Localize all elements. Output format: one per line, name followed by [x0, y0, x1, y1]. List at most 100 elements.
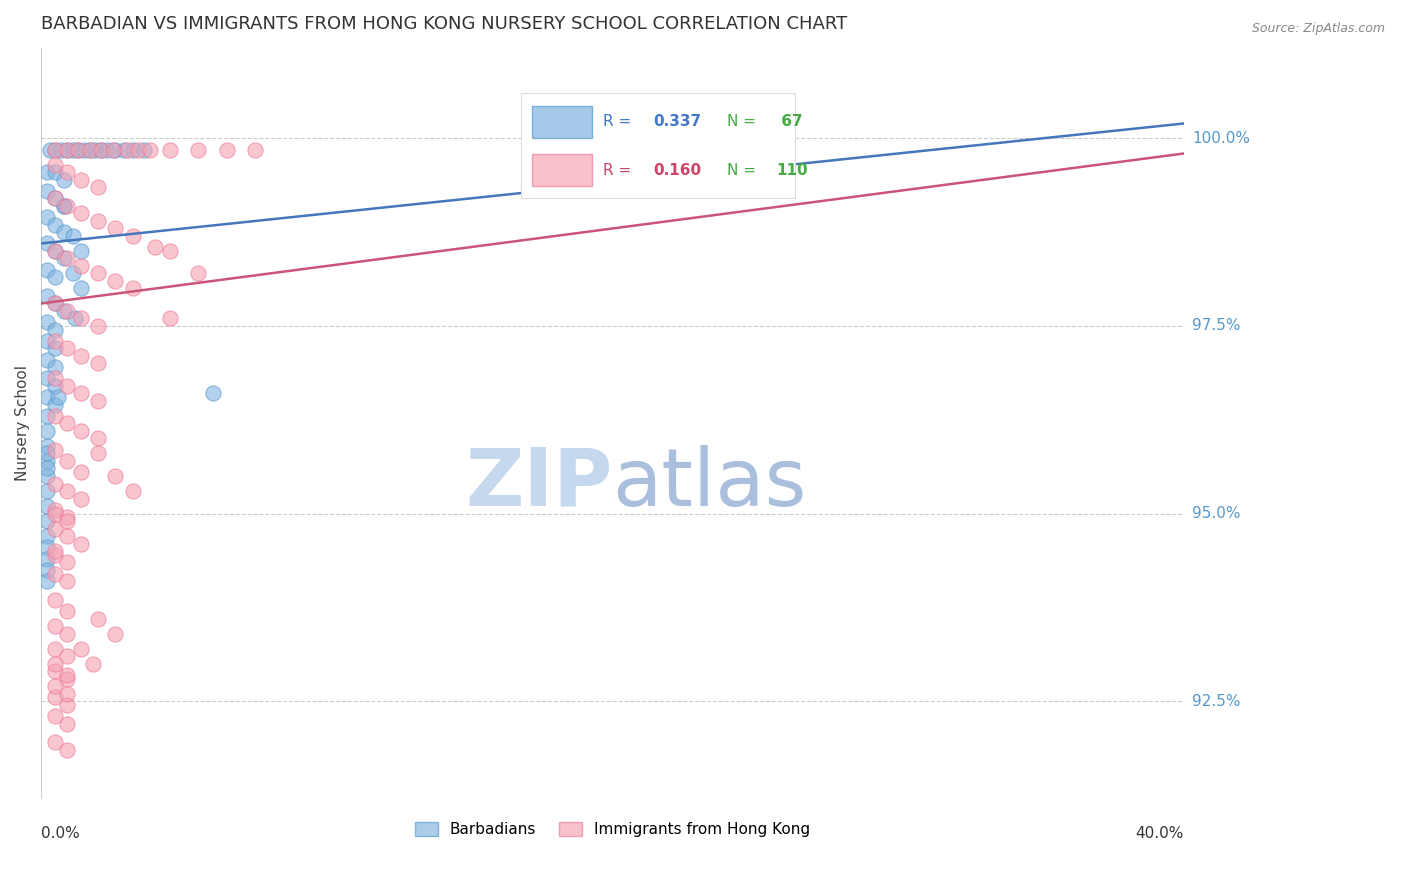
Point — [56, 604, 79, 618]
Point — [56, 483, 79, 498]
Point — [56, 529, 79, 543]
Point — [87, 611, 110, 625]
Point — [44, 158, 66, 172]
Point — [70, 259, 93, 273]
Point — [52, 252, 75, 266]
Point — [70, 386, 93, 401]
Point — [52, 304, 75, 318]
Point — [56, 143, 79, 157]
Point — [35, 371, 58, 385]
Point — [70, 311, 93, 326]
Point — [79, 143, 101, 157]
Point — [70, 641, 93, 656]
Point — [44, 502, 66, 516]
Point — [67, 143, 90, 157]
Point — [44, 342, 66, 356]
Point — [56, 667, 79, 681]
Point — [44, 709, 66, 723]
Point — [35, 446, 58, 460]
Point — [35, 454, 58, 468]
Point — [121, 483, 143, 498]
Point — [159, 311, 181, 326]
Point — [65, 311, 87, 326]
Point — [62, 143, 84, 157]
Point — [87, 356, 110, 370]
Point — [44, 143, 66, 157]
Point — [44, 270, 66, 285]
Y-axis label: Nursery School: Nursery School — [15, 366, 30, 482]
Text: 40.0%: 40.0% — [1136, 826, 1184, 841]
Point — [44, 143, 66, 157]
Point — [35, 529, 58, 543]
Point — [35, 499, 58, 513]
Point — [35, 424, 58, 438]
Point — [56, 165, 79, 179]
Point — [138, 143, 160, 157]
Point — [104, 143, 127, 157]
Point — [56, 698, 79, 712]
Point — [44, 657, 66, 671]
Point — [70, 244, 93, 258]
Point — [187, 143, 209, 157]
Text: Source: ZipAtlas.com: Source: ZipAtlas.com — [1251, 22, 1385, 36]
Text: 92.5%: 92.5% — [1192, 693, 1241, 708]
Point — [90, 143, 112, 157]
Point — [56, 648, 79, 663]
Point — [35, 236, 58, 251]
Point — [44, 735, 66, 749]
Point — [35, 514, 58, 528]
Point — [35, 334, 58, 348]
Point — [87, 432, 110, 446]
Point — [44, 566, 66, 581]
Point — [44, 296, 66, 310]
Point — [70, 349, 93, 363]
Point — [44, 507, 66, 521]
Point — [35, 551, 58, 566]
Point — [56, 379, 79, 393]
Point — [56, 143, 79, 157]
Text: ZIP: ZIP — [465, 444, 613, 523]
Point — [44, 334, 66, 348]
Point — [67, 143, 90, 157]
Point — [104, 221, 127, 235]
Text: 0.0%: 0.0% — [41, 826, 80, 841]
Point — [90, 143, 112, 157]
Text: BARBADIAN VS IMMIGRANTS FROM HONG KONG NURSERY SCHOOL CORRELATION CHART: BARBADIAN VS IMMIGRANTS FROM HONG KONG N… — [41, 15, 848, 33]
Point — [56, 252, 79, 266]
Point — [35, 461, 58, 475]
Point — [56, 626, 79, 640]
Point — [70, 206, 93, 220]
Legend: Barbadians, Immigrants from Hong Kong: Barbadians, Immigrants from Hong Kong — [409, 815, 817, 844]
Point — [87, 446, 110, 460]
Point — [52, 225, 75, 239]
Point — [132, 143, 155, 157]
Point — [159, 143, 181, 157]
Point — [44, 521, 66, 535]
Point — [56, 686, 79, 700]
Point — [104, 274, 127, 288]
Point — [44, 398, 66, 412]
Point — [52, 199, 75, 213]
Point — [121, 143, 143, 157]
Point — [56, 514, 79, 528]
Point — [96, 143, 118, 157]
Point — [35, 165, 58, 179]
Point — [87, 318, 110, 333]
Point — [44, 323, 66, 337]
Point — [87, 394, 110, 409]
Point — [145, 240, 167, 254]
Point — [44, 442, 66, 457]
Point — [104, 469, 127, 483]
Point — [35, 184, 58, 198]
Point — [56, 199, 79, 213]
Point — [44, 476, 66, 491]
Point — [87, 180, 110, 194]
Point — [38, 143, 60, 157]
Point — [35, 211, 58, 225]
Point — [56, 555, 79, 569]
Point — [744, 143, 766, 157]
Point — [56, 716, 79, 731]
Point — [44, 379, 66, 393]
Point — [245, 143, 267, 157]
Point — [56, 454, 79, 468]
